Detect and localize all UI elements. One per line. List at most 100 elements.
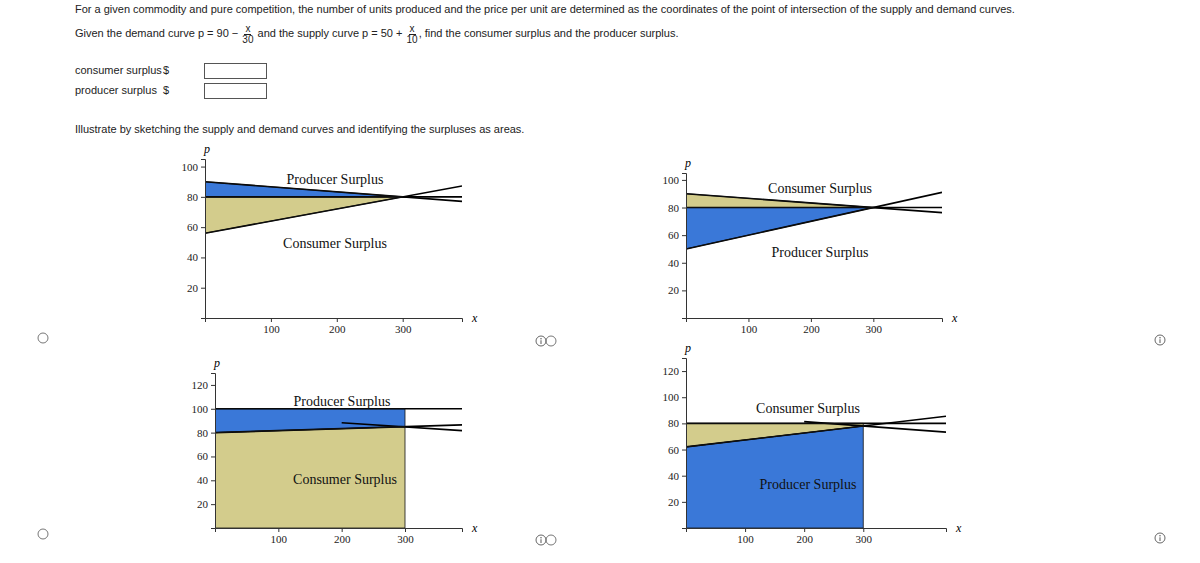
- fraction: x30: [242, 24, 253, 45]
- area-label: Consumer Surplus: [293, 472, 397, 487]
- tick-mark: [342, 528, 343, 532]
- tick: 120: [192, 379, 216, 391]
- chart: 20406080100120100200300pxConsumer Surplu…: [663, 341, 963, 545]
- area-outline: [686, 423, 863, 447]
- tick-mark: [682, 263, 686, 264]
- info-stem: [540, 539, 541, 543]
- surplus-area: [686, 426, 863, 528]
- x-axis-label: x: [955, 521, 962, 535]
- radio-button[interactable]: [38, 333, 48, 343]
- numerator: x: [244, 24, 251, 35]
- tick-mark: [211, 504, 215, 505]
- tick: 200: [803, 318, 820, 335]
- tick-label: 80: [187, 191, 199, 203]
- area-label: Producer Surplus: [760, 477, 857, 492]
- info-icon[interactable]: [1155, 335, 1165, 345]
- info-dot: [540, 537, 542, 539]
- tick-label: 200: [329, 323, 346, 335]
- tick-mark: [811, 318, 812, 322]
- area-outline: [686, 194, 873, 208]
- tick-label: 20: [668, 284, 680, 296]
- tick-label: 80: [668, 417, 680, 429]
- tick-mark: [682, 290, 686, 291]
- info-circle: [1155, 533, 1165, 543]
- area-label: Consumer Surplus: [756, 401, 860, 416]
- curve: [686, 416, 946, 447]
- tick: 100: [192, 403, 216, 415]
- tick: 20: [187, 282, 205, 294]
- tick-label: 120: [663, 365, 680, 377]
- area-outline: [215, 427, 405, 528]
- tick-mark: [863, 528, 864, 532]
- tick-label: 300: [856, 533, 873, 545]
- info-icon[interactable]: [536, 336, 546, 346]
- tick-mark: [682, 476, 686, 477]
- tick-mark: [201, 227, 205, 228]
- tick-label: 80: [197, 427, 209, 439]
- info-circle: [536, 336, 546, 346]
- tick: 20: [197, 498, 215, 510]
- tick: 300: [397, 528, 414, 545]
- tick-mark: [682, 450, 686, 451]
- area-label: Consumer Surplus: [768, 181, 872, 196]
- tick-label: 100: [663, 391, 680, 403]
- denominator: 10: [407, 35, 418, 45]
- radio-button[interactable]: [546, 535, 556, 545]
- tick-label: 120: [192, 379, 209, 391]
- area-outline: [686, 208, 873, 249]
- curve: [215, 408, 462, 410]
- x-axis-label: x: [951, 311, 958, 325]
- surplus-area: [215, 427, 405, 528]
- tick: 100: [271, 528, 288, 545]
- answer-input[interactable]: [204, 83, 267, 99]
- tick-mark: [201, 167, 205, 168]
- x-axis: 100200300: [687, 528, 947, 545]
- question-text: , find the consumer surplus and the prod…: [419, 27, 679, 39]
- surplus-area: [205, 182, 403, 197]
- y-axis: 20406080100120: [192, 374, 216, 529]
- radio-button[interactable]: [546, 336, 556, 346]
- axis-line: [211, 374, 216, 529]
- tick-mark: [873, 318, 874, 322]
- answer-input[interactable]: [204, 63, 267, 79]
- tick-mark: [682, 423, 686, 424]
- tick-mark: [403, 318, 404, 322]
- tick-label: 200: [803, 323, 820, 335]
- tick: 100: [741, 318, 758, 335]
- curve: [686, 194, 942, 213]
- y-axis: 20406080100120: [663, 359, 687, 529]
- info-icon[interactable]: [1155, 533, 1165, 543]
- chart: 20406080100100200300pxConsumer SurplusPr…: [663, 156, 959, 335]
- plot-area: [686, 192, 942, 249]
- fraction: x10: [407, 24, 418, 45]
- tick-label: 100: [263, 323, 280, 335]
- x-axis-label: x: [471, 311, 478, 325]
- area-outline: [215, 409, 405, 433]
- tick-mark: [682, 235, 686, 236]
- info-stem: [1159, 537, 1160, 541]
- tick-label: 40: [668, 257, 680, 269]
- tick: 60: [668, 229, 686, 241]
- plot-area: [205, 182, 462, 233]
- tick-label: 60: [197, 450, 209, 462]
- info-dot: [540, 338, 542, 340]
- tick-mark: [201, 197, 205, 198]
- area-label: Producer Surplus: [287, 172, 384, 187]
- info-icon[interactable]: [536, 535, 546, 545]
- tick: 40: [668, 470, 686, 482]
- y-axis-label: p: [213, 356, 220, 370]
- question-text: and the supply curve p = 50 +: [254, 27, 405, 39]
- question-text: Given the demand curve p = 90 −: [75, 27, 241, 39]
- tick: 20: [668, 284, 686, 296]
- y-axis-label: p: [684, 156, 691, 170]
- curve: [205, 182, 462, 202]
- radio-button[interactable]: [38, 529, 48, 539]
- tick-label: 300: [866, 323, 883, 335]
- info-stem: [540, 340, 541, 344]
- tick-label: 100: [737, 533, 754, 545]
- tick: 300: [866, 318, 883, 335]
- info-circle: [536, 535, 546, 545]
- tick-label: 40: [668, 470, 680, 482]
- info-dot: [1159, 535, 1161, 537]
- tick-mark: [745, 528, 746, 532]
